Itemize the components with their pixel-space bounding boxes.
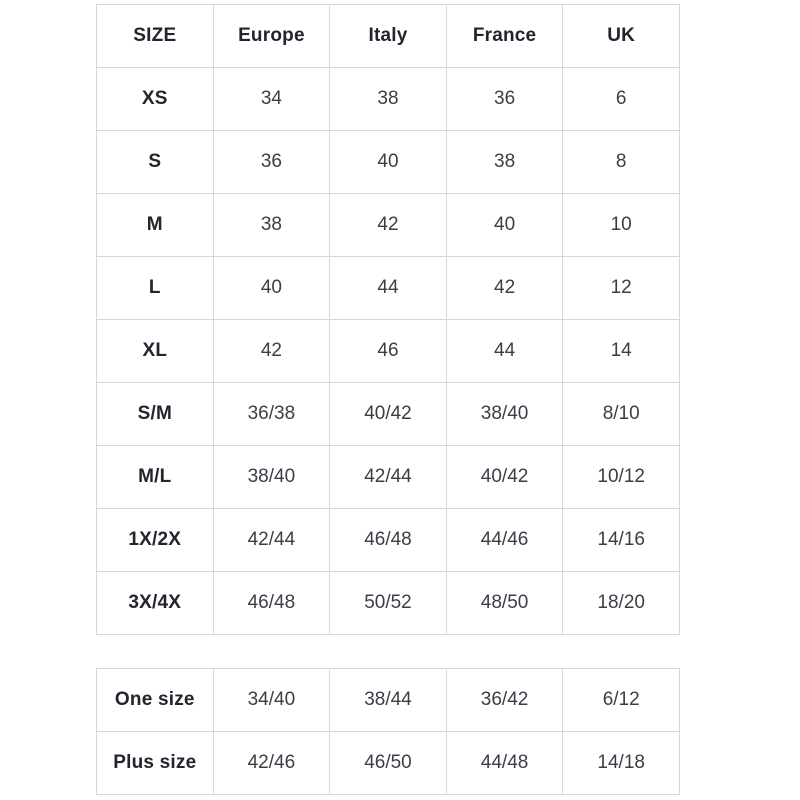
size-label-cell: XL: [96, 319, 214, 383]
value-cell: 38: [212, 193, 331, 257]
value-cell: 40: [329, 130, 447, 194]
value-cell: 10: [562, 193, 680, 257]
header-cell-uk: UK: [562, 4, 680, 68]
header-cell-italy: Italy: [329, 4, 447, 68]
header-cell-europe: Europe: [212, 4, 331, 68]
value-cell: 42: [329, 193, 447, 257]
value-cell: 8: [562, 130, 680, 194]
value-cell: 44/48: [445, 731, 564, 795]
size-label-cell: One size: [96, 668, 214, 732]
table-header-row: SIZE Europe Italy France UK: [96, 4, 680, 68]
table-row-sm: S/M 36/38 40/42 38/40 8/10: [96, 382, 680, 446]
value-cell: 38: [329, 67, 447, 131]
value-cell: 14: [562, 319, 680, 383]
value-cell: 38/40: [445, 382, 564, 446]
header-cell-france: France: [445, 4, 564, 68]
value-cell: 34/40: [212, 668, 331, 732]
value-cell: 40: [212, 256, 331, 320]
size-label-cell: 1X/2X: [96, 508, 214, 572]
header-cell-size: SIZE: [96, 4, 214, 68]
table-gap: [96, 635, 680, 668]
value-cell: 38/40: [212, 445, 331, 509]
value-cell: 10/12: [562, 445, 680, 509]
table-row-1x2x: 1X/2X 42/44 46/48 44/46 14/16: [96, 508, 680, 572]
value-cell: 38: [445, 130, 564, 194]
value-cell: 46/48: [212, 571, 331, 635]
size-label-cell: XS: [96, 67, 214, 131]
value-cell: 42: [212, 319, 331, 383]
size-label-cell: S: [96, 130, 214, 194]
table-row-ml: M/L 38/40 42/44 40/42 10/12: [96, 445, 680, 509]
size-label-cell: L: [96, 256, 214, 320]
table-row-m: M 38 42 40 10: [96, 193, 680, 257]
value-cell: 6: [562, 67, 680, 131]
value-cell: 40/42: [329, 382, 447, 446]
table-row-s: S 36 40 38 8: [96, 130, 680, 194]
value-cell: 42: [445, 256, 564, 320]
value-cell: 38/44: [329, 668, 447, 732]
value-cell: 46/48: [329, 508, 447, 572]
value-cell: 36/42: [445, 668, 564, 732]
value-cell: 46/50: [329, 731, 447, 795]
value-cell: 44/46: [445, 508, 564, 572]
value-cell: 42/44: [329, 445, 447, 509]
value-cell: 50/52: [329, 571, 447, 635]
value-cell: 40: [445, 193, 564, 257]
special-sizes-table: One size 34/40 38/44 36/42 6/12 Plus siz…: [96, 668, 680, 795]
value-cell: 42/46: [212, 731, 331, 795]
value-cell: 12: [562, 256, 680, 320]
value-cell: 36: [445, 67, 564, 131]
table-row-l: L 40 44 42 12: [96, 256, 680, 320]
size-label-cell: M: [96, 193, 214, 257]
value-cell: 46: [329, 319, 447, 383]
value-cell: 34: [212, 67, 331, 131]
size-label-cell: 3X/4X: [96, 571, 214, 635]
size-label-cell: M/L: [96, 445, 214, 509]
table-row-one-size: One size 34/40 38/44 36/42 6/12: [96, 668, 680, 732]
size-label-cell: Plus size: [96, 731, 214, 795]
size-label-cell: S/M: [96, 382, 214, 446]
table-row-3x4x: 3X/4X 46/48 50/52 48/50 18/20: [96, 571, 680, 635]
value-cell: 48/50: [445, 571, 564, 635]
value-cell: 14/16: [562, 508, 680, 572]
value-cell: 14/18: [562, 731, 680, 795]
size-conversion-chart: SIZE Europe Italy France UK XS 34 38 36 …: [96, 4, 680, 795]
value-cell: 40/42: [445, 445, 564, 509]
table-row-xs: XS 34 38 36 6: [96, 67, 680, 131]
table-row-xl: XL 42 46 44 14: [96, 319, 680, 383]
size-conversion-table: SIZE Europe Italy France UK XS 34 38 36 …: [96, 4, 680, 635]
value-cell: 36/38: [212, 382, 331, 446]
value-cell: 42/44: [212, 508, 331, 572]
value-cell: 44: [329, 256, 447, 320]
table-row-plus-size: Plus size 42/46 46/50 44/48 14/18: [96, 731, 680, 795]
value-cell: 44: [445, 319, 564, 383]
value-cell: 8/10: [562, 382, 680, 446]
value-cell: 6/12: [562, 668, 680, 732]
value-cell: 18/20: [562, 571, 680, 635]
value-cell: 36: [212, 130, 331, 194]
